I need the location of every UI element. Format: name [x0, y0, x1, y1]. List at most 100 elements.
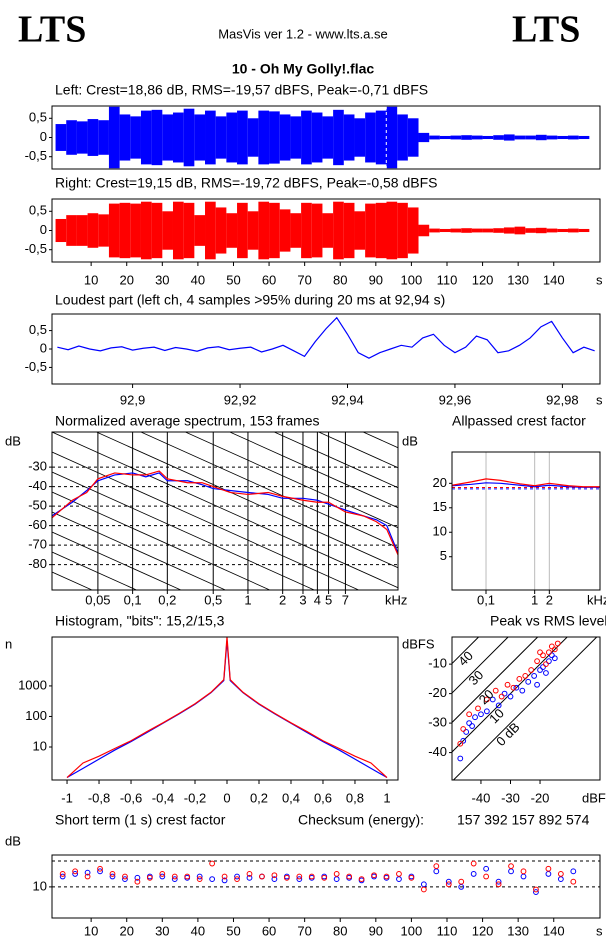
data-point	[321, 874, 328, 881]
data-point	[283, 874, 290, 881]
x-tick-label: 100	[401, 923, 423, 938]
x-axis-label: kHz	[587, 592, 606, 607]
x-tick-label: -40	[472, 790, 491, 805]
waveform-segment	[578, 135, 590, 140]
chart-title: Peak vs RMS level	[490, 613, 606, 629]
data-point	[458, 878, 465, 885]
y-tick-label: -0,5	[25, 241, 47, 256]
waveform-segment	[258, 201, 270, 260]
waveform-segment	[226, 112, 238, 163]
y-tick-label: -10	[428, 656, 447, 671]
data-point	[259, 873, 265, 880]
waveform-segment	[183, 108, 195, 167]
waveform-segment	[194, 215, 206, 246]
data-point	[97, 865, 103, 872]
data-point	[548, 643, 555, 650]
waveform-segment	[194, 114, 206, 161]
logo-right: LTS	[512, 9, 580, 51]
data-point	[548, 652, 555, 659]
waveform-segment	[237, 202, 248, 259]
waveform-segment	[493, 228, 504, 233]
waveform-segment	[301, 110, 312, 165]
data-point	[537, 667, 543, 673]
chart-title: Left: Crest=18,86 dB, RMS=-19,57 dBFS, P…	[55, 82, 428, 98]
waveform-segment	[354, 118, 366, 157]
data-point	[346, 873, 353, 880]
x-tick-label: 92,92	[224, 392, 257, 407]
data-point	[97, 868, 103, 875]
waveform-segment	[66, 215, 77, 246]
x-tick-label: 90	[369, 923, 383, 938]
data-point	[122, 873, 128, 880]
data-point	[513, 684, 520, 691]
y-tick-label: 0	[40, 340, 47, 355]
waveform-segment	[290, 116, 302, 159]
plot-content	[452, 637, 598, 780]
waveform-segment	[386, 106, 398, 169]
data-point	[495, 878, 502, 885]
waveform-segment	[514, 135, 526, 140]
x-tick-label: 60	[262, 923, 276, 938]
data-point	[498, 693, 505, 700]
waveform-segment	[172, 112, 184, 163]
waveform-segment	[66, 120, 77, 155]
data-point	[516, 675, 523, 682]
plot-content	[55, 106, 590, 169]
waveform-segment	[162, 211, 173, 250]
data-point	[445, 881, 452, 888]
waveform-segment	[279, 209, 291, 252]
x-tick-label: 10	[84, 272, 98, 287]
data-point	[483, 865, 490, 872]
data-point	[271, 872, 278, 879]
waveform-segment	[343, 114, 355, 161]
data-point	[209, 860, 216, 867]
data-point	[184, 873, 191, 880]
waveform-segment	[461, 135, 472, 140]
data-point	[501, 690, 508, 697]
waveform-segment	[269, 202, 280, 259]
x-tick-label: 90	[369, 272, 383, 287]
x-tick-label: 130	[507, 923, 529, 938]
x-tick-label: 92,9	[120, 392, 145, 407]
data-point	[534, 658, 540, 665]
x-tick-label: 92,94	[331, 392, 364, 407]
y-tick-label: -80	[28, 556, 47, 571]
x-tick-label: 140	[543, 923, 565, 938]
y-tick-label: 5	[440, 548, 447, 563]
waveform-segment	[279, 114, 291, 161]
waveform-segment	[130, 203, 141, 258]
y-tick-label: -70	[28, 537, 47, 552]
waveform-segment	[514, 226, 526, 235]
data-point	[457, 740, 464, 747]
waveform-segment	[397, 202, 408, 259]
waveform-segment	[535, 134, 547, 141]
x-tick-label: 50	[226, 923, 240, 938]
x-tick-label: 20	[119, 272, 133, 287]
slope-line	[273, 432, 398, 489]
waveform-segment	[535, 227, 547, 234]
x-tick-label: 0,1	[124, 592, 142, 607]
y-tick-label: 0,5	[29, 203, 47, 218]
data-point	[545, 658, 552, 665]
y-axis-label: dBFS	[402, 636, 435, 651]
y-tick-label: -60	[28, 517, 47, 532]
waveform-segment	[429, 135, 440, 140]
data-point	[221, 877, 228, 884]
waveform-segment	[557, 135, 568, 140]
y-tick-label: 15	[433, 499, 447, 514]
logo-left: LTS	[18, 9, 86, 51]
x-tick-label: -1	[61, 790, 73, 805]
data-point	[146, 874, 153, 881]
x-tick-label: 50	[226, 272, 240, 287]
waveform-segment	[151, 109, 163, 166]
y-tick-label: 10	[33, 878, 47, 893]
waveform-segment	[301, 202, 312, 259]
chart-title: Histogram, "bits": 15,2/15,3	[55, 613, 225, 629]
data-point	[470, 871, 477, 877]
waveform-segment	[418, 132, 430, 143]
x-tick-label: 3	[299, 592, 306, 607]
data-point	[470, 860, 477, 867]
waveform-segment	[525, 228, 536, 233]
x-tick-label: 0,2	[250, 790, 268, 805]
waveform-segment	[290, 213, 302, 248]
